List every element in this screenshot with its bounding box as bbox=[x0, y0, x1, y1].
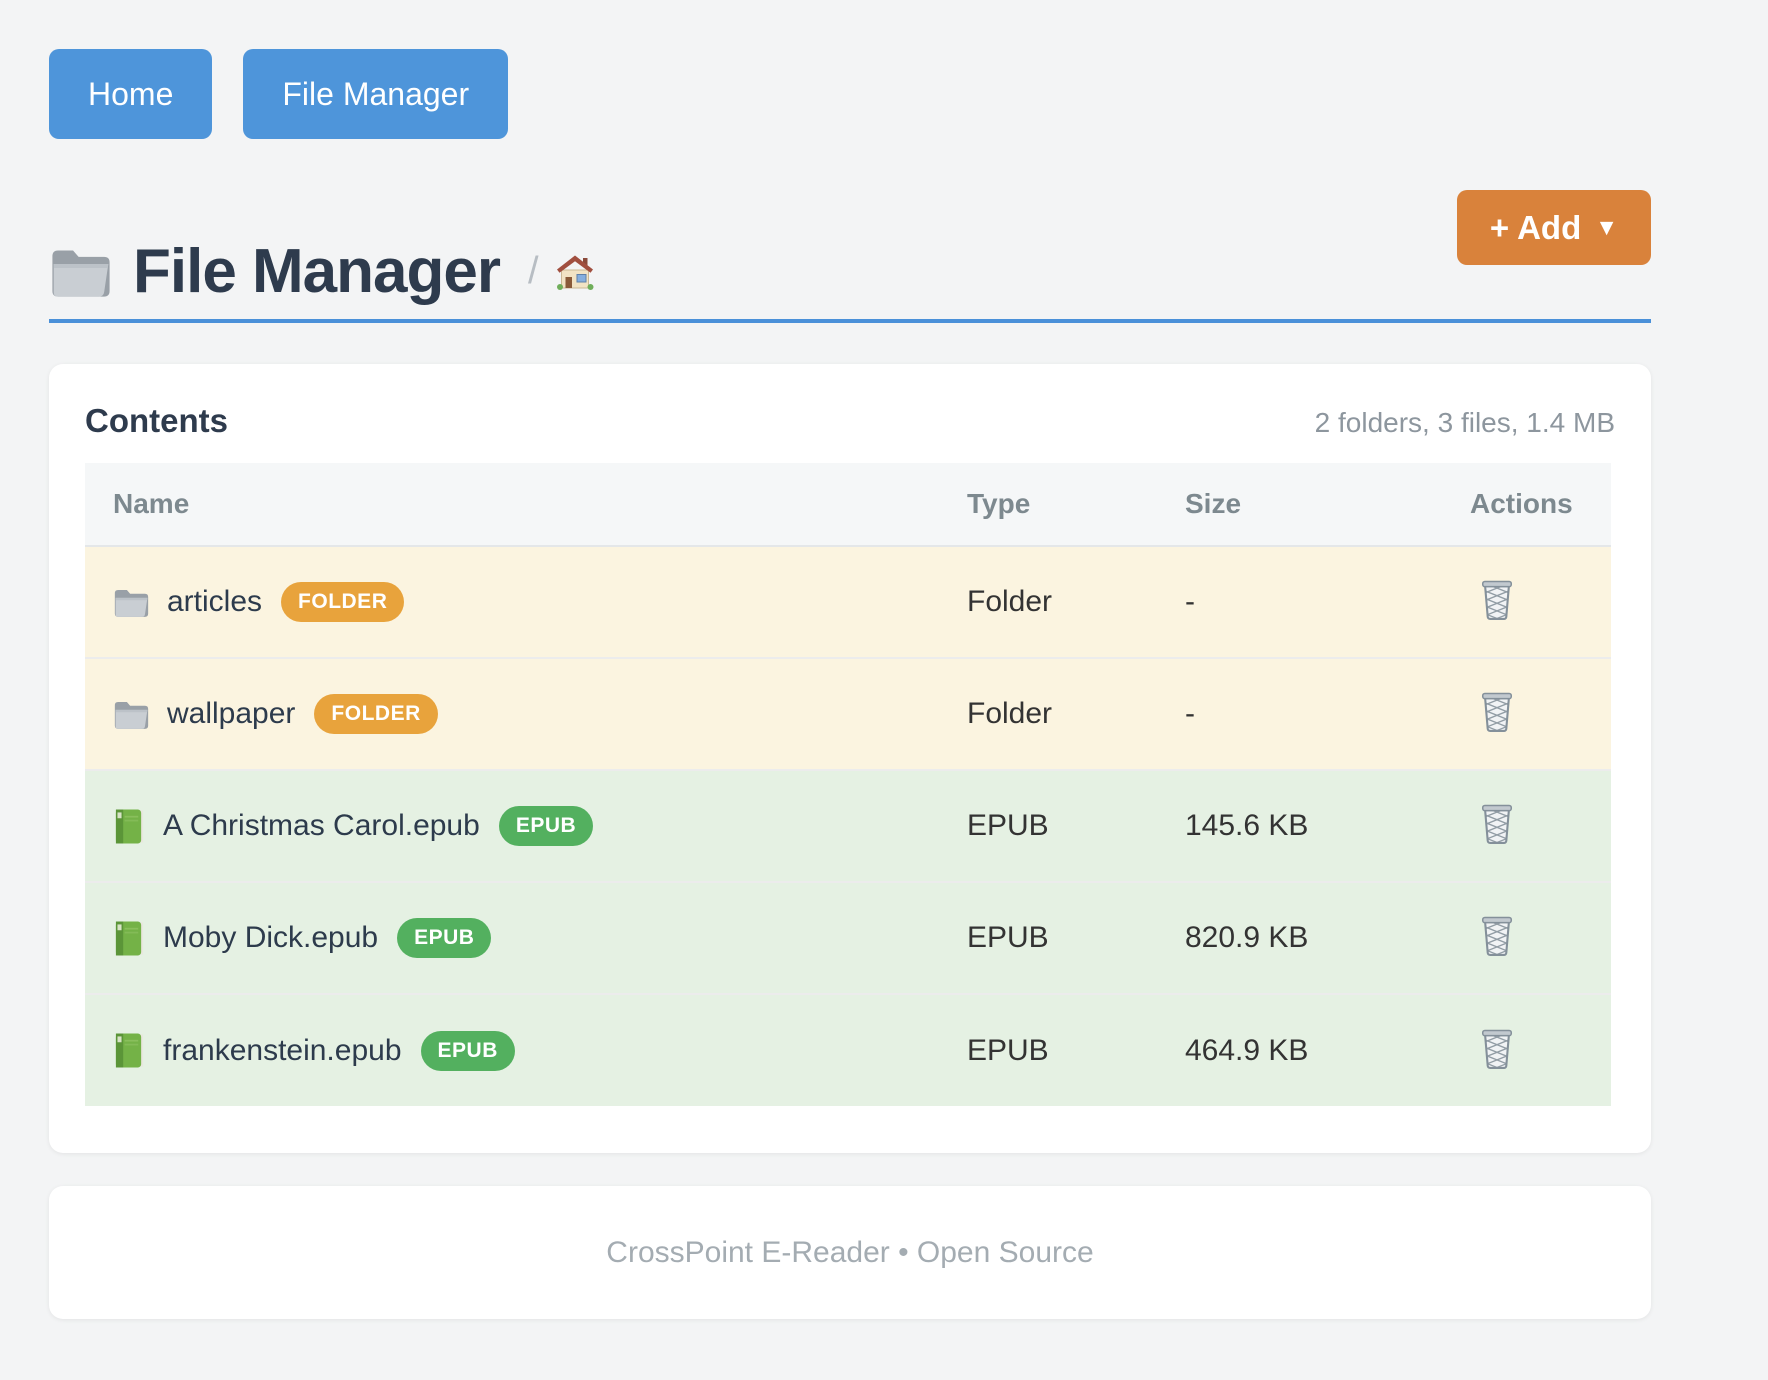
type-badge: EPUB bbox=[498, 806, 594, 846]
contents-table-body: articles FOLDER Folder - wallpaper FOLDE… bbox=[85, 545, 1611, 1106]
file-name[interactable]: frankenstein.epub bbox=[163, 1033, 402, 1067]
table-row: frankenstein.epub EPUB EPUB 464.9 KB bbox=[85, 993, 1611, 1106]
table-row: articles FOLDER Folder - bbox=[85, 545, 1611, 658]
contents-table: Name Type Size Actions articles FOLDER Fold… bbox=[85, 463, 1611, 1106]
footer-text: CrossPoint E-Reader • Open Source bbox=[606, 1235, 1094, 1269]
table-row: A Christmas Carol.epub EPUB EPUB 145.6 K… bbox=[85, 769, 1611, 882]
actions-cell bbox=[1470, 545, 1611, 658]
file-name[interactable]: Moby Dick.epub bbox=[163, 921, 379, 954]
file-type: Folder bbox=[967, 545, 1185, 658]
type-badge: FOLDER bbox=[314, 694, 438, 734]
file-size: 464.9 KB bbox=[1185, 993, 1470, 1106]
caret-down-icon: ▼ bbox=[1595, 214, 1618, 240]
column-header-name: Name bbox=[85, 463, 967, 546]
actions-cell bbox=[1470, 657, 1611, 770]
actions-cell bbox=[1470, 769, 1611, 882]
delete-button[interactable] bbox=[1478, 690, 1516, 733]
delete-button[interactable] bbox=[1478, 914, 1516, 957]
add-button-label: + Add bbox=[1489, 208, 1582, 246]
file-type: EPUB bbox=[967, 881, 1185, 994]
breadcrumb-separator: / bbox=[528, 250, 539, 292]
contents-card-header: Contents 2 folders, 3 files, 1.4 MB bbox=[85, 402, 1615, 440]
name-cell: frankenstein.epub EPUB bbox=[85, 993, 967, 1106]
contents-heading: Contents bbox=[85, 402, 228, 439]
top-nav: Home File Manager bbox=[49, 0, 1651, 139]
actions-cell bbox=[1470, 881, 1611, 994]
name-cell: Moby Dick.epub EPUB bbox=[85, 881, 967, 994]
file-type: EPUB bbox=[967, 769, 1185, 882]
title-wrap: File Manager / bbox=[49, 236, 595, 307]
delete-button[interactable] bbox=[1478, 1027, 1516, 1070]
delete-button[interactable] bbox=[1478, 578, 1516, 621]
type-badge: EPUB bbox=[420, 1030, 515, 1071]
actions-cell bbox=[1470, 993, 1611, 1106]
house-icon bbox=[555, 254, 595, 290]
file-name[interactable]: wallpaper bbox=[167, 697, 296, 730]
breadcrumb-home-link[interactable] bbox=[555, 254, 595, 290]
folder-icon bbox=[113, 586, 150, 619]
page-header: File Manager / + Add ▼ bbox=[49, 190, 1651, 323]
delete-button[interactable] bbox=[1478, 802, 1516, 845]
contents-summary: 2 folders, 3 files, 1.4 MB bbox=[1314, 407, 1615, 438]
trash-icon bbox=[1478, 578, 1516, 621]
file-name[interactable]: articles bbox=[167, 585, 263, 618]
folder-icon bbox=[113, 698, 150, 731]
name-cell: articles FOLDER bbox=[85, 545, 967, 658]
name-cell: A Christmas Carol.epub EPUB bbox=[85, 769, 967, 882]
column-header-type: Type bbox=[967, 463, 1185, 546]
file-size: - bbox=[1185, 657, 1470, 770]
name-cell: wallpaper FOLDER bbox=[85, 657, 967, 770]
book-icon bbox=[113, 1032, 146, 1069]
book-icon bbox=[113, 808, 146, 845]
file-name[interactable]: A Christmas Carol.epub bbox=[163, 809, 480, 842]
add-button[interactable]: + Add ▼ bbox=[1456, 190, 1651, 265]
file-size: 820.9 KB bbox=[1185, 881, 1470, 994]
file-size: - bbox=[1185, 545, 1470, 658]
file-type: Folder bbox=[967, 657, 1185, 770]
trash-icon bbox=[1478, 690, 1516, 733]
trash-icon bbox=[1478, 914, 1516, 957]
column-header-size: Size bbox=[1185, 463, 1470, 546]
home-button[interactable]: Home bbox=[49, 49, 213, 139]
table-row: Moby Dick.epub EPUB EPUB 820.9 KB bbox=[85, 881, 1611, 994]
file-manager-button[interactable]: File Manager bbox=[243, 49, 509, 139]
folder-icon bbox=[49, 245, 113, 299]
type-badge: FOLDER bbox=[281, 582, 405, 622]
trash-icon bbox=[1478, 802, 1516, 845]
page: Home File Manager File Manager / + Add ▼… bbox=[49, 0, 1651, 1319]
footer: CrossPoint E-Reader • Open Source bbox=[49, 1186, 1651, 1319]
trash-icon bbox=[1478, 1027, 1516, 1070]
table-header-row: Name Type Size Actions bbox=[85, 463, 1611, 546]
file-type: EPUB bbox=[967, 993, 1185, 1106]
contents-card: Contents 2 folders, 3 files, 1.4 MB Name… bbox=[49, 364, 1651, 1153]
file-size: 145.6 KB bbox=[1185, 769, 1470, 882]
page-title: File Manager bbox=[133, 237, 501, 306]
table-row: wallpaper FOLDER Folder - bbox=[85, 657, 1611, 770]
book-icon bbox=[113, 920, 146, 957]
type-badge: EPUB bbox=[397, 918, 492, 958]
column-header-actions: Actions bbox=[1470, 463, 1611, 546]
